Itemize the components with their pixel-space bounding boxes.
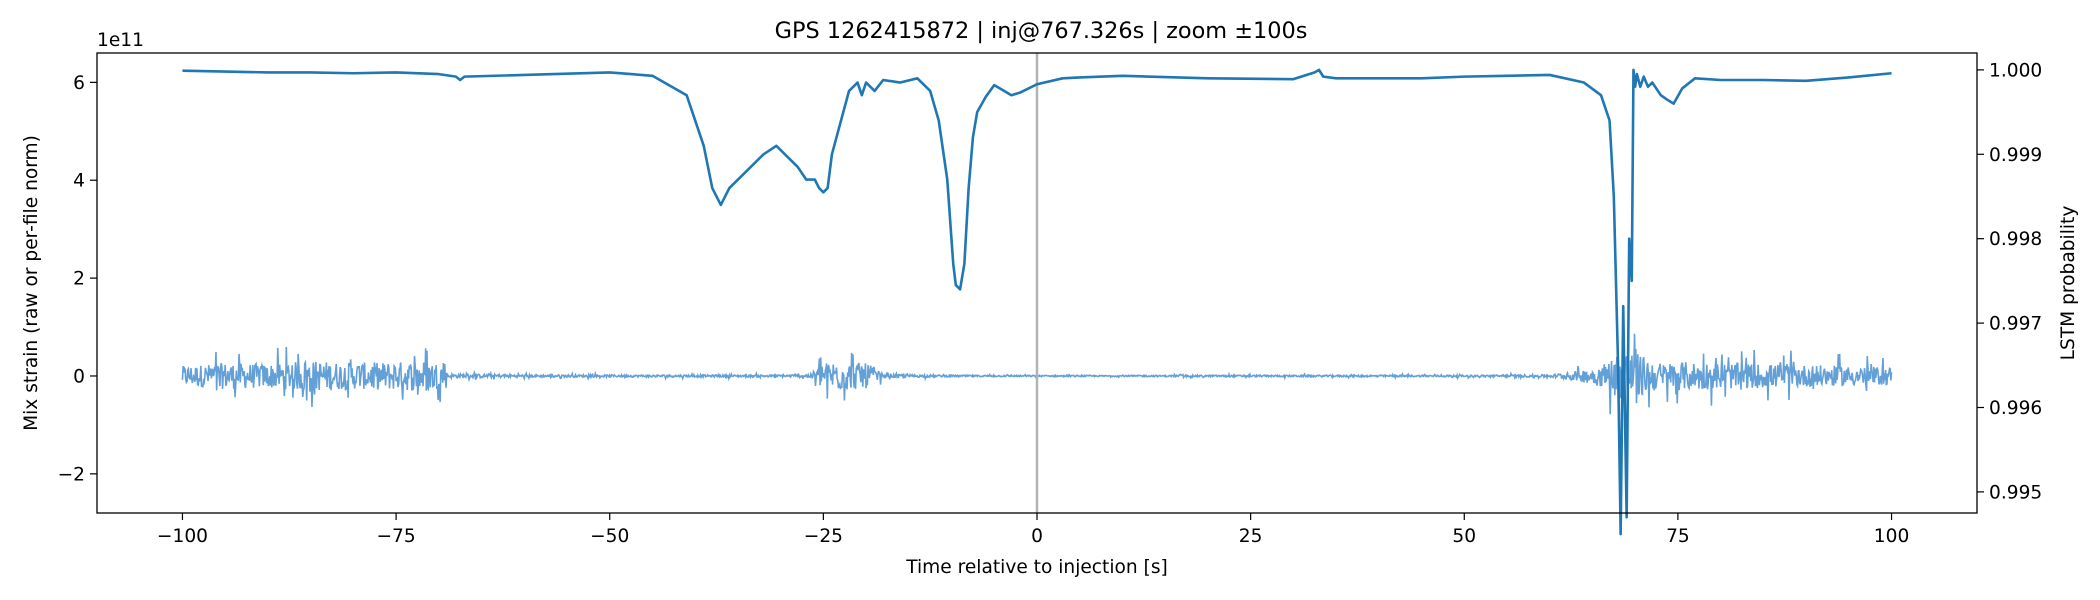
right-tick-label: 0.998	[1989, 229, 2042, 250]
right-y-axis-label: LSTM probability	[2058, 206, 2079, 361]
probability-series-line	[182, 68, 1892, 536]
left-tick-label: −2	[58, 464, 85, 485]
x-tick-label: −100	[157, 526, 208, 547]
left-offset-text: 1e11	[97, 30, 144, 51]
right-tick-label: 0.999	[1989, 145, 2042, 166]
right-tick-label: 1.000	[1989, 60, 2042, 81]
x-axis: −100 −75 −50 −25 0 25 50 75 100	[157, 513, 1909, 547]
x-axis-label: Time relative to injection [s]	[905, 557, 1168, 578]
x-tick-label: 100	[1874, 526, 1910, 547]
left-y-axis: −2 0 2 4 6	[58, 73, 97, 485]
x-tick-label: 50	[1452, 526, 1476, 547]
plot-area	[181, 53, 1893, 536]
x-tick-label: −75	[376, 526, 415, 547]
chart-title: GPS 1262415872 | inj@767.326s | zoom ±10…	[775, 18, 1308, 44]
x-tick-label: 25	[1239, 526, 1263, 547]
x-tick-label: −25	[804, 526, 843, 547]
left-tick-label: 4	[73, 171, 85, 192]
right-y-axis: 0.995 0.996 0.997 0.998 0.999 1.000	[1977, 60, 2042, 503]
right-tick-label: 0.996	[1989, 398, 2042, 419]
right-tick-label: 0.995	[1989, 482, 2042, 503]
left-tick-label: 2	[73, 269, 85, 290]
left-y-axis-label: Mix strain (raw or per-file norm)	[21, 135, 42, 431]
x-tick-label: −50	[590, 526, 629, 547]
left-tick-label: 0	[73, 366, 85, 387]
x-tick-label: 0	[1031, 526, 1043, 547]
left-tick-label: 6	[73, 73, 85, 94]
x-tick-label: 75	[1666, 526, 1690, 547]
right-tick-label: 0.997	[1989, 314, 2042, 335]
